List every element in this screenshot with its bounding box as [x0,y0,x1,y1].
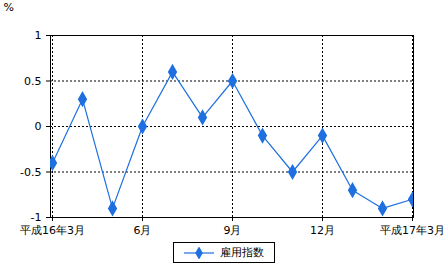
svg-text:12月: 12月 [310,224,335,237]
svg-text:6月: 6月 [134,224,152,237]
html-text:雇用指数: 雇用指数 [220,246,264,259]
svg-text:0.5: 0.5 [24,75,42,88]
svg-text:平成17年3月: 平成17年3月 [380,224,445,237]
svg-text:平成16年3月: 平成16年3月 [20,224,85,237]
svg-text:1: 1 [35,29,42,42]
svg-text:9月: 9月 [224,224,242,237]
svg-text:0: 0 [35,120,42,133]
svg-text:-1: -1 [31,211,42,224]
svg-text:%: % [4,1,14,14]
svg-text:-0.5: -0.5 [20,166,41,179]
